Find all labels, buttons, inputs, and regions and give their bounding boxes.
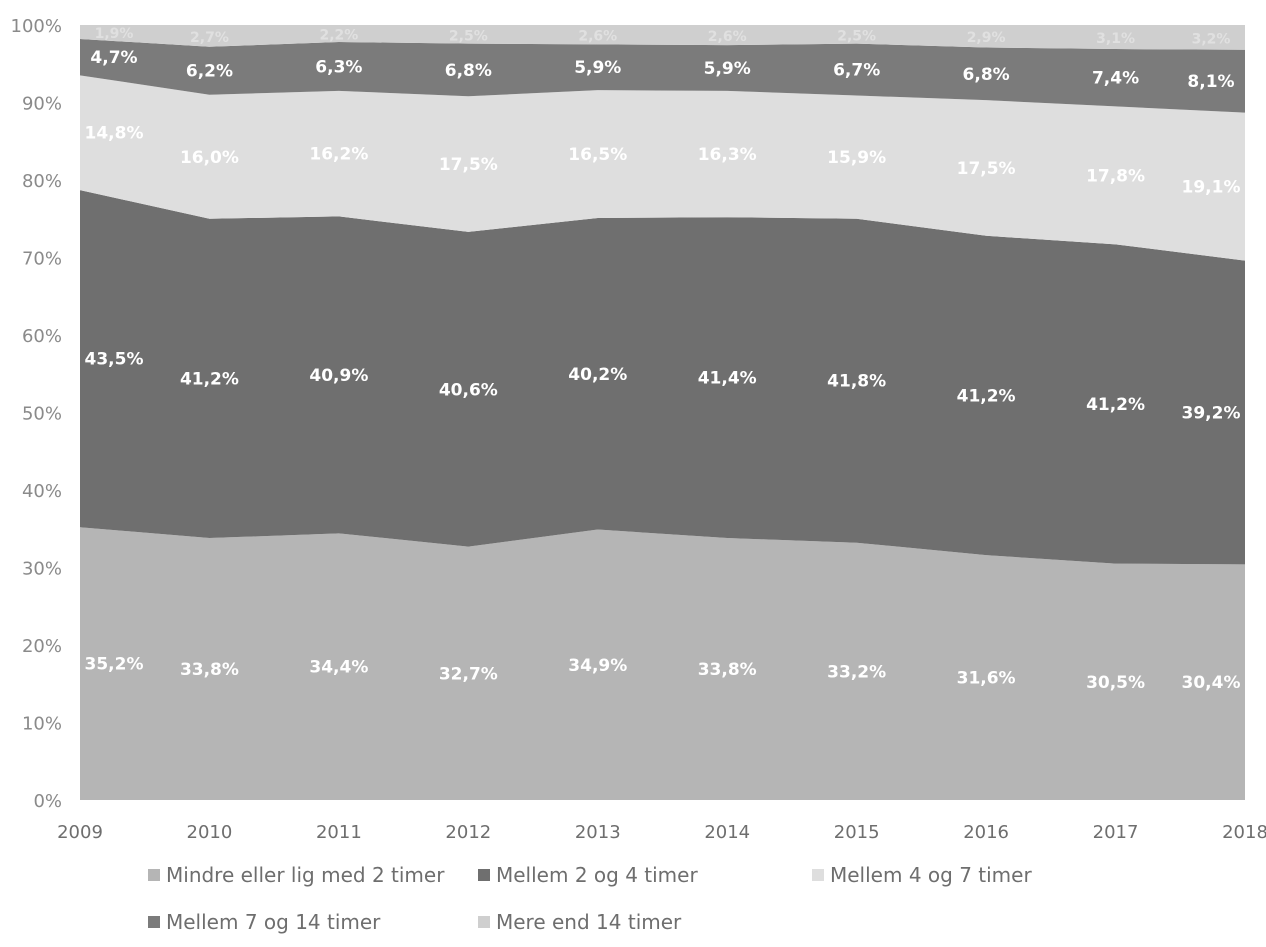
data-label: 6,2% (186, 62, 233, 82)
data-label: 3,2% (1192, 31, 1231, 47)
x-tick-label: 2013 (575, 822, 621, 843)
legend-swatch (812, 869, 824, 881)
area-series-1 (80, 527, 1245, 800)
x-tick-label: 2010 (187, 822, 233, 843)
data-label: 40,2% (568, 365, 627, 385)
legend-swatch (478, 916, 490, 928)
data-label: 15,9% (827, 148, 886, 168)
y-axis-tick-labels: 0% 10% 20% 30% 40% 50% 60% 70% 80% 90% 100% (11, 16, 62, 812)
x-tick-label: 2012 (445, 822, 491, 843)
y-tick-label: 60% (22, 326, 62, 347)
data-label: 2,2% (319, 28, 358, 44)
x-axis-tick-labels: 2009 2010 2011 2012 2013 2014 2015 2016 2017 2018 (57, 822, 1266, 843)
y-tick-label: 0% (33, 791, 62, 812)
data-label: 16,2% (309, 145, 368, 165)
data-label: 16,5% (568, 145, 627, 165)
y-tick-label: 100% (11, 16, 62, 37)
data-label: 33,2% (827, 662, 886, 682)
data-label: 2,7% (190, 30, 229, 46)
y-tick-label: 90% (22, 94, 62, 115)
x-tick-label: 2014 (704, 822, 750, 843)
y-tick-label: 20% (22, 636, 62, 657)
legend-item: Mellem 7 og 14 timer (148, 910, 380, 934)
x-tick-label: 2011 (316, 822, 362, 843)
data-label: 30,5% (1086, 673, 1145, 693)
area-series-2 (80, 190, 1245, 565)
x-tick-label: 2018 (1222, 822, 1266, 843)
legend-label: Mindre eller lig med 2 timer (166, 863, 445, 887)
data-label: 16,3% (698, 145, 757, 165)
data-label: 1,9% (95, 26, 134, 42)
x-tick-label: 2015 (834, 822, 880, 843)
data-labels: 35,2% 33,8% 34,4% 32,7% 34,9% 33,8% 33,2% 31,6%… (85, 26, 1241, 693)
legend-label: Mellem 4 og 7 timer (830, 863, 1032, 887)
data-label: 6,7% (833, 61, 880, 81)
data-label: 41,2% (957, 386, 1016, 406)
data-label: 40,9% (309, 366, 368, 386)
legend-label: Mellem 2 og 4 timer (496, 863, 698, 887)
data-label: 17,8% (1086, 166, 1145, 186)
data-label: 7,4% (1092, 69, 1139, 89)
data-label: 2,5% (837, 28, 876, 44)
y-tick-label: 40% (22, 481, 62, 502)
data-label: 16,0% (180, 148, 239, 168)
data-label: 34,4% (309, 658, 368, 678)
data-label: 19,1% (1182, 178, 1241, 198)
y-tick-label: 80% (22, 171, 62, 192)
legend-label: Mellem 7 og 14 timer (166, 910, 381, 934)
area-series-5 (80, 25, 1245, 50)
data-label: 33,8% (180, 660, 239, 680)
legend-item: Mindre eller lig med 2 timer (148, 863, 444, 887)
data-label: 33,8% (698, 660, 757, 680)
data-label: 39,2% (1182, 404, 1241, 424)
legend-label: Mere end 14 timer (496, 910, 682, 934)
y-tick-label: 70% (22, 249, 62, 270)
data-label: 43,5% (85, 350, 144, 370)
data-label: 17,5% (957, 159, 1016, 179)
data-label: 40,6% (439, 380, 498, 400)
data-label: 2,6% (708, 29, 747, 45)
data-label: 41,2% (180, 369, 239, 389)
area-series-3 (80, 75, 1245, 261)
data-label: 5,9% (704, 59, 751, 79)
data-label: 34,9% (568, 656, 627, 676)
area-series-4 (80, 38, 1245, 113)
data-label: 35,2% (85, 655, 144, 675)
x-tick-label: 2009 (57, 822, 103, 843)
data-label: 6,8% (963, 65, 1010, 85)
data-label: 41,2% (1086, 395, 1145, 415)
data-label: 5,9% (574, 58, 621, 78)
data-label: 6,8% (445, 61, 492, 81)
y-tick-label: 10% (22, 714, 62, 735)
y-tick-label: 50% (22, 404, 62, 425)
x-tick-label: 2016 (963, 822, 1009, 843)
data-label: 4,7% (90, 48, 137, 68)
data-label: 6,3% (315, 57, 362, 77)
data-label: 2,6% (578, 29, 617, 45)
data-label: 14,8% (85, 124, 144, 144)
data-label: 41,8% (827, 372, 886, 392)
legend-swatch (148, 869, 160, 881)
y-tick-label: 30% (22, 559, 62, 580)
data-label: 30,4% (1182, 673, 1241, 693)
legend-swatch (478, 869, 490, 881)
legend-item: Mellem 4 og 7 timer (812, 863, 1032, 887)
data-label: 41,4% (698, 369, 757, 389)
data-label: 2,5% (449, 28, 488, 44)
data-label: 32,7% (439, 664, 498, 684)
legend-item: Mere end 14 timer (478, 910, 681, 934)
data-label: 17,5% (439, 155, 498, 175)
legend-swatch (148, 916, 160, 928)
data-label: 2,9% (967, 30, 1006, 46)
x-tick-label: 2017 (1093, 822, 1139, 843)
data-label: 3,1% (1096, 31, 1135, 47)
data-label: 31,6% (957, 669, 1016, 689)
area-series-group (80, 25, 1245, 800)
data-label: 8,1% (1187, 72, 1234, 92)
legend-item: Mellem 2 og 4 timer (478, 863, 698, 887)
